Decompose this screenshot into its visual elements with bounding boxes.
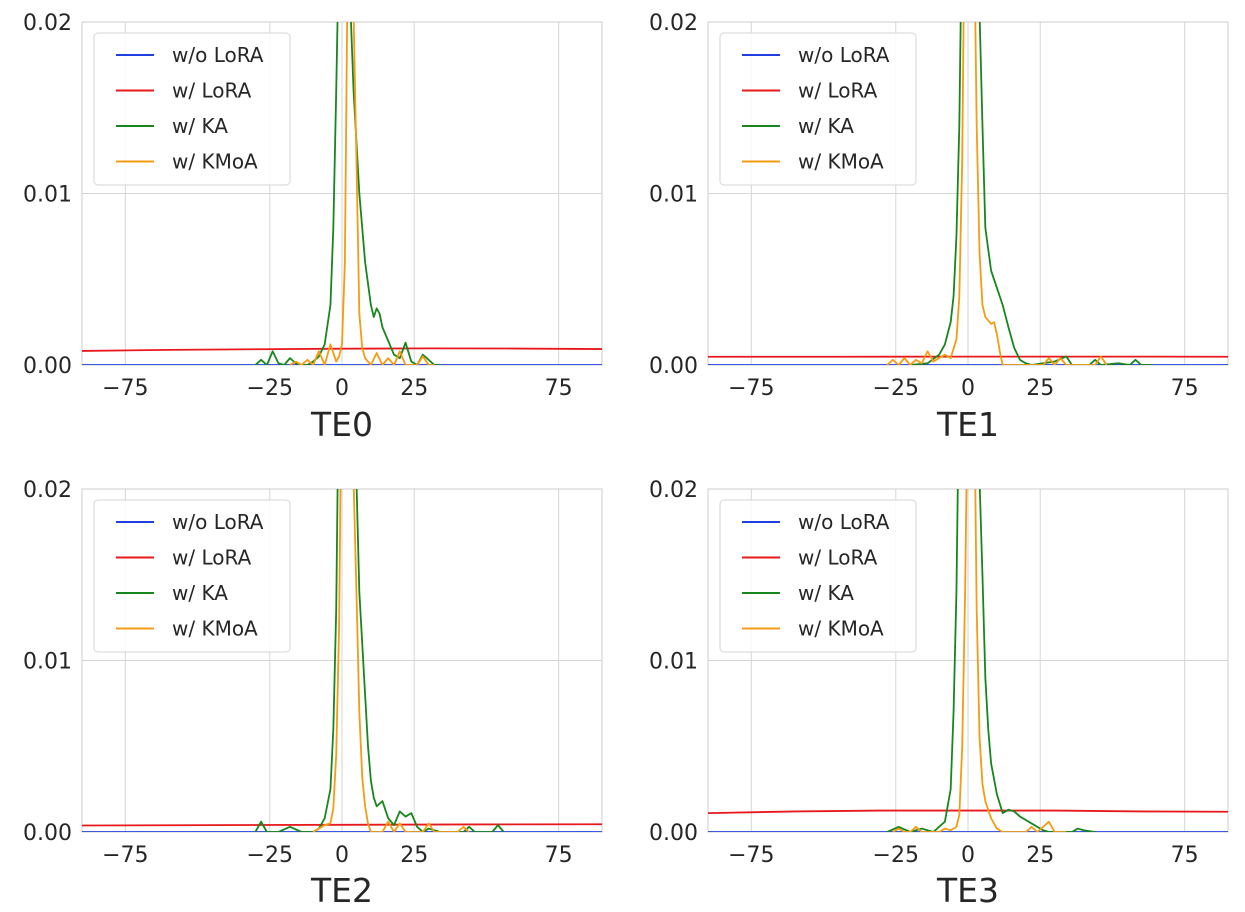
- series-line-w-ka: [886, 489, 1096, 832]
- legend-label: w/ KMoA: [172, 617, 258, 641]
- legend-label: w/o LoRA: [798, 510, 890, 534]
- x-tick-label: −25: [873, 376, 919, 401]
- legend-box: [719, 32, 917, 186]
- legend-label: w/ LoRA: [172, 546, 252, 570]
- y-tick-label: 0.01: [649, 650, 698, 675]
- legend-label: w/o LoRA: [172, 43, 264, 67]
- series-line-w-lora: [708, 809, 1228, 815]
- chart-panel: −75 −25 0 25 75 0.00 0.01 0.02 TE2 w/o LoRA w/ LoR…: [23, 478, 603, 910]
- x-axis-label: TE3: [936, 871, 999, 910]
- series-group: [708, 22, 1228, 365]
- series-line-w-lora: [82, 823, 602, 827]
- series-line-w-ka: [254, 22, 441, 365]
- y-tick-label: 0.00: [23, 354, 72, 379]
- x-tick-label: 75: [1171, 843, 1199, 868]
- x-tick-label: 25: [1026, 843, 1054, 868]
- y-tick-label: 0.00: [23, 821, 72, 846]
- x-tick-label: 0: [961, 843, 975, 868]
- x-tick-label: 75: [545, 376, 573, 401]
- legend-label: w/o LoRA: [798, 43, 890, 67]
- legend: w/o LoRA w/ LoRA w/ KA w/ KMoA: [719, 499, 917, 653]
- y-tick-label: 0.00: [649, 354, 698, 379]
- legend-label: w/ LoRA: [798, 546, 878, 570]
- y-tick-label: 0.01: [23, 650, 72, 675]
- y-tick-label: 0.02: [649, 478, 698, 503]
- legend: w/o LoRA w/ LoRA w/ KA w/ KMoA: [93, 499, 291, 653]
- x-tick-label: −25: [247, 376, 293, 401]
- legend-label: w/ KA: [798, 581, 854, 605]
- legend-label: w/ KA: [798, 114, 854, 138]
- x-tick-label: −25: [873, 843, 919, 868]
- legend: w/o LoRA w/ LoRA w/ KA w/ KMoA: [719, 32, 917, 186]
- x-tick-label: 0: [335, 376, 349, 401]
- chart-panel: −75 −25 0 25 75 0.00 0.01 0.02 TE0 w/o LoRA w/ LoR…: [23, 11, 603, 444]
- y-tick-label: 0.02: [23, 478, 72, 503]
- x-tick-label: 75: [545, 843, 573, 868]
- legend-label: w/ KA: [172, 114, 228, 138]
- x-tick-label: −75: [102, 843, 148, 868]
- series-line-w-lora: [82, 347, 602, 352]
- x-tick-label: 25: [400, 376, 428, 401]
- x-tick-label: −75: [102, 376, 148, 401]
- legend-box: [93, 32, 291, 186]
- chart-panel: −75 −25 0 25 75 0.00 0.01 0.02 TE1 w/o LoRA w/ LoR…: [649, 11, 1229, 444]
- x-axis-label: TE1: [936, 405, 999, 444]
- x-tick-label: −75: [728, 843, 774, 868]
- x-tick-label: 25: [400, 843, 428, 868]
- legend-label: w/ LoRA: [798, 79, 878, 103]
- x-tick-label: 25: [1026, 376, 1054, 401]
- y-tick-label: 0.01: [23, 183, 72, 208]
- legend-box: [719, 499, 917, 653]
- series-group: [708, 489, 1228, 832]
- series-line-w-ka: [254, 489, 505, 832]
- x-tick-label: 75: [1171, 376, 1199, 401]
- x-tick-label: 0: [335, 843, 349, 868]
- series-line-w-kmoa: [892, 489, 1067, 832]
- legend-label: w/ KMoA: [172, 150, 258, 174]
- legend-label: w/o LoRA: [172, 510, 264, 534]
- legend-label: w/ KA: [172, 581, 228, 605]
- chart-panel: −75 −25 0 25 75 0.00 0.01 0.02 TE3 w/o LoRA w/ LoR…: [649, 478, 1229, 910]
- y-tick-label: 0.02: [649, 11, 698, 36]
- x-tick-label: −75: [728, 376, 774, 401]
- legend-label: w/ KMoA: [798, 617, 884, 641]
- y-tick-label: 0.01: [649, 183, 698, 208]
- series-line-w-kmoa: [312, 489, 470, 832]
- x-tick-label: −25: [247, 843, 293, 868]
- x-axis-label: TE0: [310, 405, 373, 444]
- series-line-w-kmoa: [886, 22, 1108, 365]
- series-line-w-kmoa: [289, 22, 435, 365]
- series-line-w-ka: [910, 22, 1153, 365]
- x-axis-label: TE2: [310, 871, 373, 910]
- legend: w/o LoRA w/ LoRA w/ KA w/ KMoA: [93, 32, 291, 186]
- series-group: [82, 489, 602, 832]
- y-tick-label: 0.00: [649, 821, 698, 846]
- legend-label: w/ KMoA: [798, 150, 884, 174]
- x-tick-label: 0: [961, 376, 975, 401]
- y-tick-label: 0.02: [23, 11, 72, 36]
- series-group: [82, 22, 602, 365]
- legend-box: [93, 499, 291, 653]
- legend-label: w/ LoRA: [172, 79, 252, 103]
